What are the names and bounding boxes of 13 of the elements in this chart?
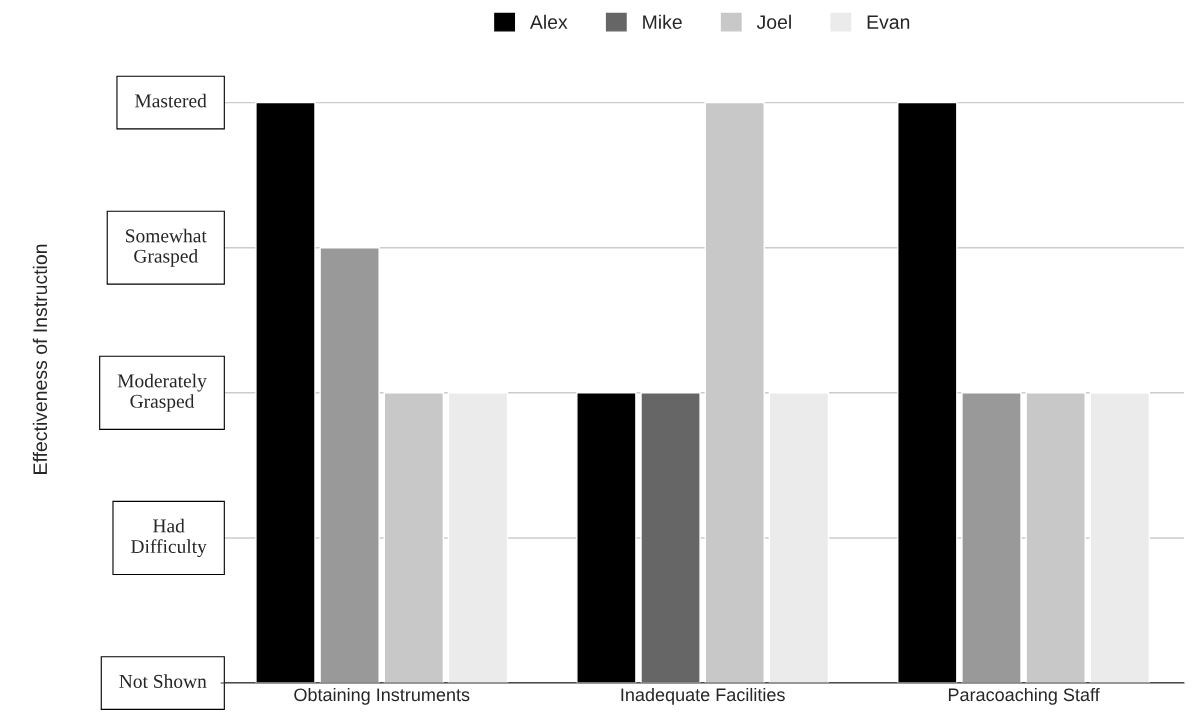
x-tick-label: Inadequate Facilities — [621, 687, 785, 705]
ref-line-label: Had Difficulty — [131, 518, 207, 558]
x-tick-label: Paracoaching Staff — [948, 687, 1100, 705]
x-tick-label: Obtaining Instruments — [294, 687, 470, 705]
ref-line-label: Moderately Grasped — [117, 373, 207, 412]
ref-line-label: Mastered — [135, 93, 207, 108]
legend-label: Alex — [529, 14, 568, 29]
legend-label: Mike — [643, 14, 682, 29]
ref-line-label: Not Shown — [119, 674, 207, 688]
text: Effectiveness of Instruction — [32, 244, 48, 474]
legend-label: Evan — [867, 15, 910, 29]
legend-label: Joel — [756, 14, 791, 29]
ref-line-label: Somewhat Grasped — [126, 228, 207, 267]
